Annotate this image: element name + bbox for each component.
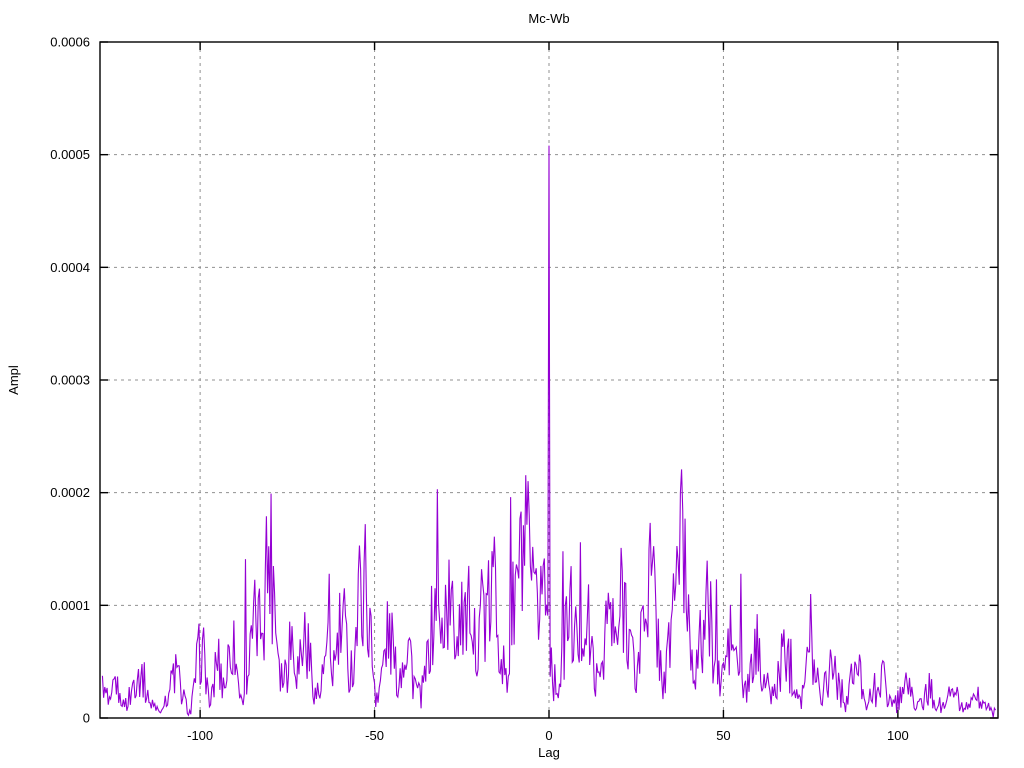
- x-tick-label: 50: [716, 728, 730, 743]
- y-tick-label: 0.0005: [50, 147, 90, 162]
- x-tick-label: -50: [365, 728, 384, 743]
- y-tick-label: 0.0002: [50, 485, 90, 500]
- x-tick-label: -100: [187, 728, 213, 743]
- y-tick-label: 0.0006: [50, 35, 90, 50]
- chart-title: Mc-Wb: [528, 11, 569, 26]
- y-tick-label: 0: [83, 711, 90, 726]
- y-tick-label: 0.0004: [50, 260, 90, 275]
- x-tick-label: 0: [545, 728, 552, 743]
- x-axis-title: Lag: [538, 745, 560, 760]
- y-axis-ticks: 0 0.0001 0.0002 0.0003 0.0004 0.0005 0.0006: [50, 35, 998, 726]
- plot-frame: [99, 41, 999, 719]
- data-series-line: [101, 145, 997, 718]
- y-axis-title: Ampl: [6, 365, 21, 395]
- y-tick-label: 0.0001: [50, 598, 90, 613]
- x-axis-ticks: -100 -50 0 50 100: [187, 42, 909, 743]
- x-tick-label: 100: [887, 728, 909, 743]
- y-tick-label: 0.0003: [50, 373, 90, 388]
